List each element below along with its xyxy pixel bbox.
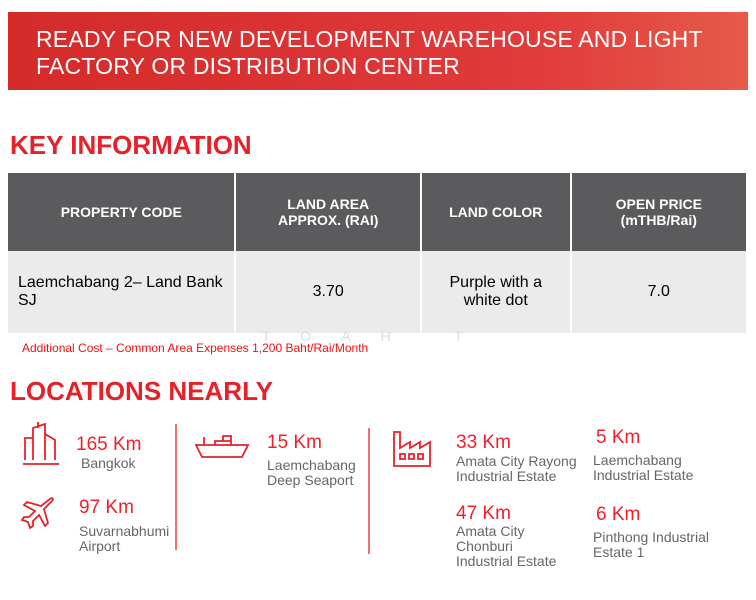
city-buildings-icon [23, 422, 59, 465]
header-property-code: PROPERTY CODE [8, 173, 237, 251]
banner-title: READY FOR NEW DEVELOPMENT WAREHOUSE AND … [36, 26, 703, 79]
header-land-area: LAND AREA APPROX. (RAI) [235, 173, 422, 251]
cell-open-price: 7.0 [570, 251, 749, 333]
distance: 47 Km [456, 503, 511, 524]
divider [175, 424, 177, 550]
additional-cost-note: Additional Cost – Common Area Expenses 1… [22, 341, 369, 355]
distance: 15 Km [267, 432, 322, 453]
cargo-ship-icon [195, 435, 250, 458]
place-label: Laemchabang Deep Seaport [267, 457, 356, 488]
cell-property-code: Laemchabang 2– Land Bank SJ [8, 251, 237, 333]
place-label: Pinthong Industrial Estate 1 [593, 529, 709, 560]
key-info-heading: KEY INFORMATION [10, 130, 252, 160]
distance: 165 Km [76, 434, 142, 455]
airplane-icon [20, 497, 54, 530]
title-banner: READY FOR NEW DEVELOPMENT WAREHOUSE AND … [8, 12, 748, 90]
distance: 33 Km [456, 432, 511, 453]
cell-land-area: 3.70 [235, 251, 422, 333]
place-label: Laemchabang Industrial Estate [593, 452, 694, 483]
locations-heading: LOCATIONS NEARLY [10, 376, 273, 406]
place-label: Bangkok [81, 455, 136, 471]
factory-icon [393, 431, 431, 467]
key-info-table: PROPERTY CODE LAND AREA APPROX. (RAI) LA… [8, 173, 749, 333]
distance: 97 Km [79, 497, 134, 518]
place-label: Suvarnabhumi Airport [79, 523, 170, 554]
distance: 5 Km [596, 427, 641, 448]
table-row: Laemchabang 2– Land Bank SJ 3.70 Purple … [8, 251, 749, 333]
header-open-price: OPEN PRICE (mTHB/Rai) [570, 173, 749, 251]
place-label: Amata City Chonburi Industrial Estate [456, 523, 557, 569]
header-land-color: LAND COLOR [420, 173, 572, 251]
cell-land-color: Purple with a white dot [420, 251, 572, 333]
place-label: Amata City Rayong Industrial Estate [456, 453, 577, 484]
distance: 6 Km [596, 504, 641, 525]
divider [368, 428, 370, 554]
watermark: TOAH T [262, 328, 493, 344]
